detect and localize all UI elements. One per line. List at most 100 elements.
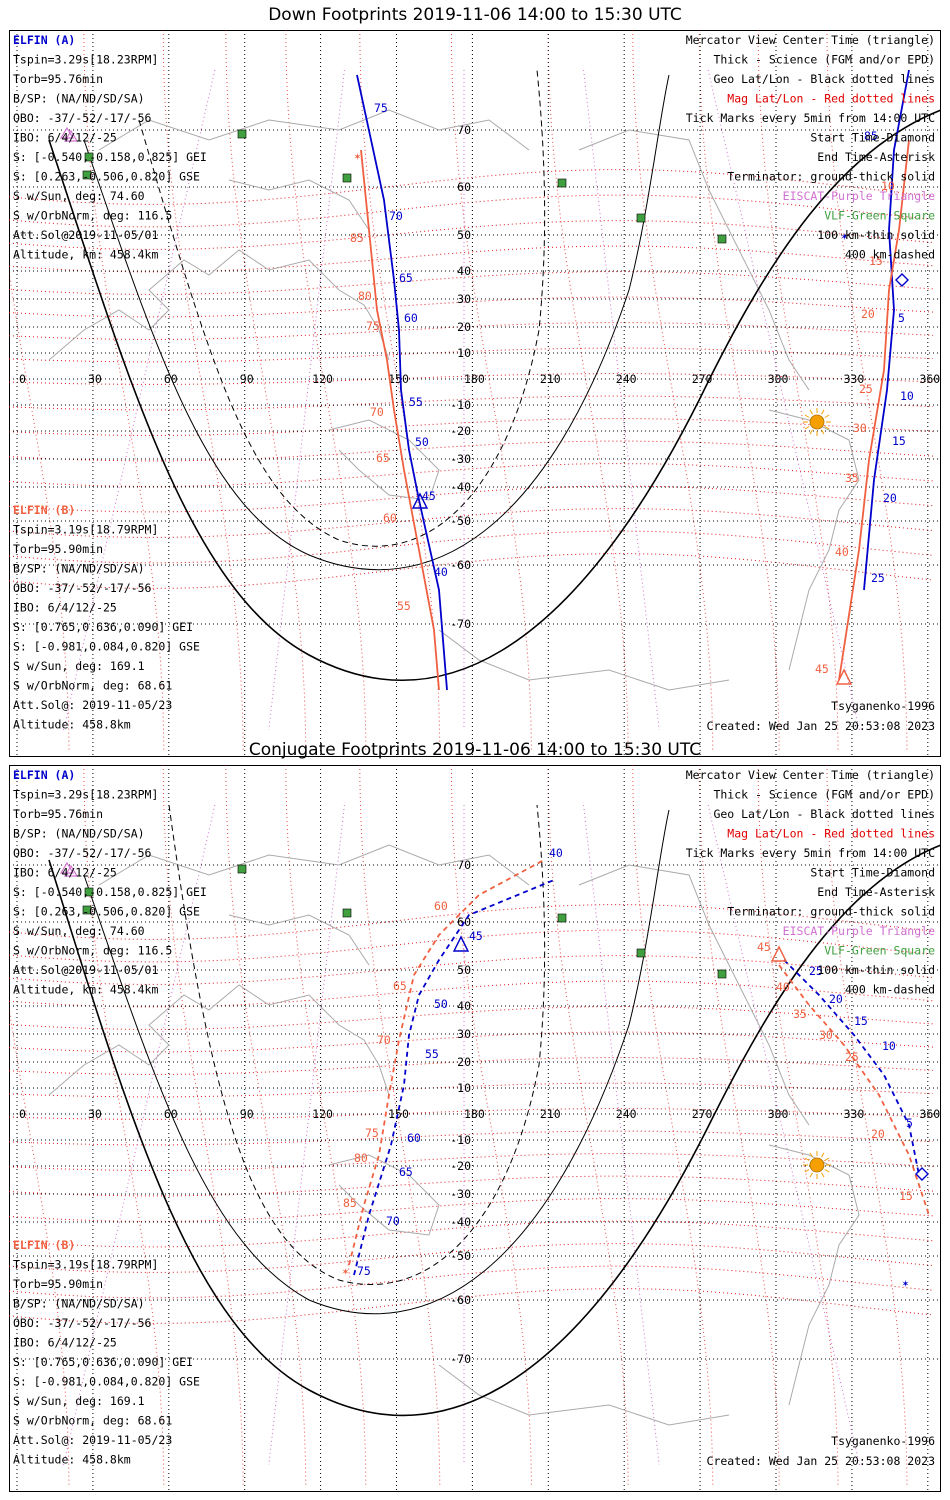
mag-lon-line — [359, 765, 441, 1486]
elfin-a-tick-label: 60 — [407, 1131, 421, 1145]
elfin-a-info-line: Att.Sol@2019-11-05/01 — [13, 963, 158, 977]
elfin-a-info-line: Torb=95.76min — [13, 807, 103, 821]
elfin-b-info-line: OBO: -37/-52/-17/-56 — [13, 581, 152, 595]
vlf-green-square — [342, 173, 352, 183]
mag-lat-line — [9, 395, 934, 411]
sun-ray — [809, 1152, 813, 1158]
sun-ray — [821, 1152, 825, 1158]
down-footprints-panel: 0 30 60 90 120 150 180 210 240 270 300 330 360 70 60 50… — [9, 30, 941, 757]
terminator-100km — [83, 74, 670, 571]
lat-label: 70 — [457, 858, 471, 872]
elfin-a-info-line: S: [0.263,-0.506,0.820] GSE — [13, 905, 200, 919]
elfin-a-tick-label-2: 15 — [892, 434, 906, 448]
sun-icon — [809, 414, 825, 430]
center-time-triangle — [770, 945, 788, 962]
vlf-green-square — [557, 913, 567, 923]
lon-label-90: 90 — [240, 372, 254, 386]
elfin-b-tick-label-2: 25 — [859, 382, 873, 396]
lat-label: 30 — [457, 1027, 471, 1041]
elfin-a-tick-label: 75 — [374, 101, 388, 115]
vlf-green-square — [237, 129, 247, 139]
mag-lon-line — [757, 30, 839, 751]
vlf-green-square — [557, 178, 567, 188]
lat-label: -50 — [450, 1249, 471, 1263]
eiscat-meridian — [63, 804, 216, 1466]
vlf-green-square — [237, 864, 247, 874]
lat-label: 60 — [457, 180, 471, 194]
elfin-a-info-line: IBO: 6/4/12/-25 — [13, 131, 117, 145]
mag-lat-line — [9, 169, 934, 205]
legend-line: Thick - Science (FGM and/or EPD) — [713, 53, 935, 67]
legend-line: Geo Lat/Lon - Black dotted lines — [713, 72, 935, 86]
vlf-green-square — [342, 908, 352, 918]
legend-line: VLF-Green Square — [824, 944, 935, 958]
elfin-a-tick-label: 70 — [389, 209, 403, 223]
conjugate-footprints-map: 0 30 60 90 120 150 180 210 240 270 300 330 360 70 60 50… — [9, 765, 941, 1492]
elfin-b-tick-label: 65 — [393, 979, 407, 993]
elfin-a-tick-label: 75 — [357, 1264, 371, 1278]
elfin-b-tick-label: 70 — [377, 1033, 391, 1047]
coastline — [578, 864, 810, 1126]
end-time-asterisk: ✶ — [342, 1264, 349, 1278]
elfin-b-tick-label-2: 15 — [899, 1189, 913, 1203]
vlf-green-square — [636, 948, 646, 958]
lon-label-60: 60 — [164, 372, 178, 386]
lat-label: -20 — [450, 1159, 471, 1173]
coastline — [228, 914, 370, 966]
coastline — [768, 409, 860, 671]
elfin-b-info-line: S w/OrbNorm, deg: 68.61 — [13, 679, 172, 693]
elfin-a-info-line: Altitude, km: 458.4km — [13, 983, 158, 997]
lat-label: -70 — [450, 617, 471, 631]
end-time-asterisk: ✶ — [841, 229, 848, 243]
vlf-green-square — [84, 887, 94, 897]
coastline — [578, 129, 810, 391]
coastline — [98, 844, 530, 886]
elfin-b-tick-label-2: 30 — [819, 1028, 833, 1042]
legend-line: 400 km-dashed — [845, 983, 935, 997]
elfin-a-info-line: S: [-0.540,-0.158,0.825] GEI — [13, 150, 207, 164]
terminator-400km — [138, 69, 546, 547]
sun-ray — [809, 429, 813, 435]
legend-line: VLF-Green Square — [824, 209, 935, 223]
elfin-a-info-line: Tspin=3.29s[18.23RPM] — [13, 788, 158, 802]
mag-lat-line — [9, 1175, 934, 1197]
lat-label: -60 — [450, 558, 471, 572]
mag-lat-line — [9, 296, 934, 318]
elfin-b-info-line: B/SP: (NA/ND/SD/SA) — [13, 562, 145, 576]
elfin-b-tick-label-2: 45 — [815, 662, 829, 676]
mag-lat-line — [9, 904, 934, 940]
sun-icon — [809, 1157, 825, 1173]
legend-line: End Time-Asterisk — [817, 150, 935, 164]
elfin-b-info-line: OBO: -37/-52/-17/-56 — [13, 1316, 152, 1330]
elfin-a-tick-label-2: 15 — [854, 1014, 868, 1028]
lon-label-360: 360 — [919, 1107, 940, 1121]
lon-label-240: 240 — [616, 1107, 637, 1121]
elfin-a-info-line: Att.Sol@2019-11-05/01 — [13, 228, 158, 242]
elfin-b-track-2 — [778, 964, 930, 1216]
legend-line: Mercator View Center Time (triangle) — [686, 33, 935, 47]
mag-lat-line — [9, 1082, 934, 1098]
sun-ray — [804, 1169, 810, 1173]
lat-label: -50 — [450, 514, 471, 528]
panel-2-title: Conjugate Footprints 2019-11-06 14:00 to… — [248, 740, 702, 760]
mag-lat-line — [9, 1130, 934, 1146]
elfin-b-info-line: Att.Sol@: 2019-11-05/23 — [13, 698, 172, 712]
coastline — [328, 419, 440, 501]
elfin-b-tick-label-2: 35 — [793, 1007, 807, 1021]
sun-ray — [824, 1157, 830, 1161]
elfin-a-tick-label: 60 — [404, 311, 418, 325]
vlf-green-square — [636, 213, 646, 223]
mag-lat-line — [9, 1220, 934, 1248]
elfin-b-info-line: S: [-0.981,0.084,0.820] GSE — [13, 640, 200, 654]
lon-label-150: 150 — [388, 372, 409, 386]
model-name: Tsyganenko-1996 — [831, 1434, 935, 1448]
eiscat-purple-triangle — [63, 129, 79, 142]
lat-label: -30 — [450, 1187, 471, 1201]
lon-label-180: 180 — [464, 372, 485, 386]
mag-lat-line — [9, 271, 934, 295]
elfin-a-info-line: Altitude, km: 458.4km — [13, 248, 158, 262]
elfin-b-tick-label: 65 — [376, 451, 390, 465]
elfin-a-info-line: OBO: -37/-52/-17/-56 — [13, 111, 152, 125]
elfin-a-tick-label-2: 20 — [883, 491, 897, 505]
lon-label-300: 300 — [768, 372, 789, 386]
